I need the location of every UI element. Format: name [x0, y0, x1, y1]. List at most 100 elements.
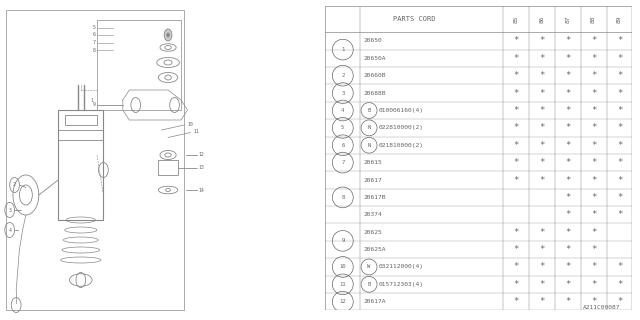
Text: *: * [540, 175, 545, 185]
Text: *: * [540, 89, 545, 98]
Text: 20617A: 20617A [364, 299, 386, 304]
Text: 2: 2 [13, 182, 16, 188]
Circle shape [167, 33, 170, 37]
Text: 7: 7 [92, 40, 95, 45]
Text: 10: 10 [340, 264, 346, 269]
Text: *: * [513, 54, 519, 63]
Text: 20650A: 20650A [364, 56, 386, 61]
Text: N: N [367, 125, 371, 130]
Text: *: * [540, 245, 545, 254]
Text: *: * [513, 36, 519, 45]
Text: *: * [617, 123, 622, 132]
Text: N: N [367, 143, 371, 148]
Text: 20625: 20625 [364, 230, 382, 235]
Bar [158, 160, 178, 175]
Text: *: * [513, 297, 519, 306]
Text: 12: 12 [340, 299, 346, 304]
Text: *: * [591, 89, 596, 98]
Text: B: B [367, 282, 371, 287]
Text: 85: 85 [514, 16, 518, 23]
Text: 20617B: 20617B [364, 195, 386, 200]
Text: *: * [617, 106, 622, 115]
Text: 20650: 20650 [364, 38, 382, 44]
Text: 86: 86 [540, 16, 545, 23]
Text: 4: 4 [8, 228, 11, 233]
Text: *: * [617, 89, 622, 98]
Text: *: * [617, 297, 622, 306]
Text: *: * [591, 193, 596, 202]
Text: *: * [591, 71, 596, 80]
Text: *: * [617, 210, 622, 219]
Text: *: * [565, 175, 570, 185]
Text: 20374: 20374 [364, 212, 382, 217]
Text: *: * [591, 36, 596, 45]
Text: *: * [565, 210, 570, 219]
Text: *: * [591, 297, 596, 306]
Text: *: * [617, 262, 622, 271]
Text: *: * [591, 123, 596, 132]
Text: 5: 5 [92, 25, 95, 30]
Text: *: * [591, 54, 596, 63]
Bar [58, 110, 104, 220]
Text: *: * [513, 228, 519, 237]
Text: 6: 6 [92, 33, 95, 37]
Text: *: * [540, 106, 545, 115]
Bar [6, 10, 184, 310]
Text: 9: 9 [341, 238, 344, 243]
Text: *: * [540, 280, 545, 289]
Text: PARTS CORD: PARTS CORD [393, 16, 435, 22]
Text: *: * [540, 141, 545, 150]
Text: 88: 88 [591, 16, 596, 23]
Text: 010006160(4): 010006160(4) [378, 108, 423, 113]
Text: *: * [565, 54, 570, 63]
Text: *: * [540, 297, 545, 306]
Text: *: * [591, 262, 596, 271]
Text: *: * [617, 36, 622, 45]
Text: 032112000(4): 032112000(4) [378, 264, 423, 269]
Text: 20688B: 20688B [364, 91, 386, 96]
Text: *: * [540, 262, 545, 271]
Text: 015712303(4): 015712303(4) [378, 282, 423, 287]
Text: *: * [540, 228, 545, 237]
Text: *: * [565, 193, 570, 202]
Text: 20625A: 20625A [364, 247, 386, 252]
Text: *: * [565, 123, 570, 132]
Text: 8: 8 [341, 195, 344, 200]
Text: 11: 11 [340, 282, 346, 287]
Text: *: * [591, 106, 596, 115]
Text: B: B [367, 108, 371, 113]
Text: *: * [513, 175, 519, 185]
Text: *: * [513, 158, 519, 167]
Text: 021810000(2): 021810000(2) [378, 143, 423, 148]
Text: *: * [591, 158, 596, 167]
Text: *: * [565, 228, 570, 237]
Text: 8: 8 [92, 47, 95, 52]
Text: *: * [565, 71, 570, 80]
Text: *: * [540, 54, 545, 63]
Text: 20615: 20615 [364, 160, 382, 165]
Text: *: * [513, 71, 519, 80]
Bar [65, 115, 97, 125]
Text: 20660B: 20660B [364, 73, 386, 78]
Text: *: * [565, 158, 570, 167]
Text: 87: 87 [565, 16, 570, 23]
Text: 7: 7 [341, 160, 344, 165]
Text: 10: 10 [188, 122, 193, 126]
Text: *: * [617, 175, 622, 185]
Text: *: * [565, 141, 570, 150]
Text: *: * [540, 36, 545, 45]
Text: 022810000(2): 022810000(2) [378, 125, 423, 130]
Text: *: * [540, 71, 545, 80]
Text: 6: 6 [341, 143, 344, 148]
Text: 20617: 20617 [364, 178, 382, 182]
Text: *: * [591, 280, 596, 289]
Text: *: * [591, 175, 596, 185]
Text: 2: 2 [341, 73, 344, 78]
Text: 1: 1 [341, 47, 344, 52]
Text: *: * [513, 123, 519, 132]
Text: *: * [513, 89, 519, 98]
Text: *: * [565, 106, 570, 115]
Text: 1: 1 [91, 98, 93, 102]
Text: *: * [513, 141, 519, 150]
Text: *: * [591, 141, 596, 150]
